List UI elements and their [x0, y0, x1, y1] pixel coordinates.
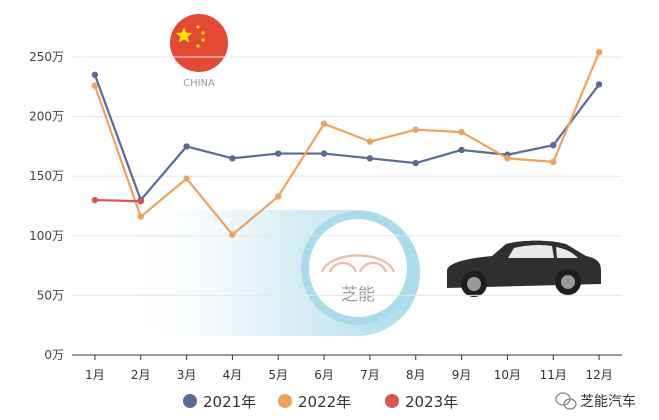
flag-small-star-icon — [201, 31, 205, 35]
data-point — [595, 81, 603, 88]
data-point — [91, 82, 99, 89]
wechat-icon — [555, 392, 577, 410]
data-point — [320, 150, 328, 157]
data-point — [550, 158, 557, 166]
x-tick-label: 3月 — [177, 368, 197, 382]
y-tick-label: 100万 — [29, 229, 64, 243]
x-tick-label: 12月 — [585, 368, 612, 382]
x-tick-label: 9月 — [452, 368, 472, 382]
flag-small-star-icon — [196, 44, 200, 48]
y-tick-label: 150万 — [29, 169, 64, 183]
legend-swatch — [385, 394, 399, 408]
series-line-2022年 — [93, 51, 601, 236]
x-tick-label: 8月 — [406, 368, 426, 382]
data-point — [137, 198, 144, 205]
china-flag-icon — [170, 14, 228, 72]
car-icon — [447, 240, 601, 297]
data-point — [550, 142, 557, 149]
data-point — [183, 175, 190, 182]
x-tick-label: 2月 — [131, 368, 151, 382]
y-tick-label: 200万 — [29, 110, 64, 124]
y-tick-label: 50万 — [37, 288, 64, 302]
data-point — [275, 150, 282, 157]
data-point — [91, 196, 99, 204]
x-tick-label: 6月 — [314, 368, 334, 382]
data-point — [458, 128, 465, 136]
y-tick-label: 0万 — [44, 348, 64, 362]
legend-label: 2023年 — [405, 393, 458, 411]
data-point — [91, 71, 99, 79]
data-point — [366, 155, 374, 162]
data-point — [183, 143, 190, 150]
data-point — [137, 213, 144, 220]
x-tick-label: 7月 — [360, 368, 380, 382]
watermark: 芝能 — [115, 210, 420, 336]
x-tick-label: 5月 — [268, 368, 288, 382]
china-badge: CHINA — [170, 14, 228, 89]
badge-label: CHINA — [183, 78, 215, 89]
series-line-2023年 — [94, 198, 141, 203]
watermark-disc — [309, 219, 407, 317]
legend-label: 2022年 — [298, 393, 351, 411]
footer-brand: 芝能汽车 — [555, 392, 636, 410]
data-point — [366, 138, 374, 145]
series-line-2021年 — [93, 74, 600, 202]
data-point — [595, 49, 603, 56]
data-point — [412, 126, 419, 133]
car-outline-logo-icon — [320, 254, 396, 273]
footer-brand-text: 芝能汽车 — [580, 393, 636, 410]
data-point — [504, 155, 511, 162]
data-point — [458, 146, 465, 154]
flag-small-star-icon — [196, 25, 200, 29]
x-tick-label: 4月 — [223, 368, 243, 382]
data-point — [229, 155, 236, 162]
x-tick-label: 1月 — [85, 368, 105, 382]
data-point — [412, 159, 419, 167]
legend-swatch — [183, 394, 197, 408]
flag-star-icon — [175, 27, 193, 43]
legend-label: 2021年 — [203, 393, 256, 411]
data-point — [275, 193, 282, 200]
y-tick-label: 250万 — [29, 50, 64, 64]
legend-swatch — [278, 394, 292, 408]
data-point — [320, 120, 328, 127]
x-tick-label: 11月 — [540, 368, 567, 382]
flag-small-star-icon — [201, 38, 205, 42]
x-tick-label: 10月 — [494, 368, 521, 382]
data-point — [229, 231, 236, 238]
